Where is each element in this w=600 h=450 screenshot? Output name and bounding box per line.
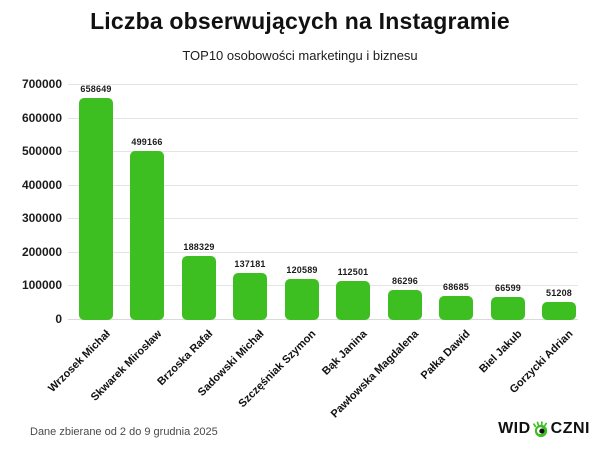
y-axis-tick-label: 200000 (21, 245, 62, 259)
y-axis-tick-label: 100000 (21, 278, 62, 292)
logo-text-left: WID (498, 420, 531, 437)
bar (182, 256, 216, 320)
x-axis-tick-label: Pawłowska Magdalena (328, 328, 422, 421)
bar-value-label: 112501 (337, 267, 369, 277)
bar-value-label: 188329 (183, 242, 215, 252)
bar (491, 297, 525, 320)
bar-value-label: 66599 (494, 283, 522, 293)
y-axis-tick-label: 300000 (21, 211, 62, 225)
bar (285, 279, 319, 320)
gridline (68, 84, 578, 85)
bar-value-label: 658649 (80, 84, 112, 94)
gridline (68, 218, 578, 219)
data-collection-note: Dane zbierane od 2 do 9 grudnia 2025 (30, 426, 218, 438)
bar (439, 296, 473, 320)
bar (233, 273, 267, 320)
gridline (68, 118, 578, 119)
bar-value-label: 86296 (391, 276, 419, 286)
x-axis-tick-label: Biel Jakub (476, 328, 525, 376)
gridline (68, 285, 578, 286)
bar-value-label: 68685 (442, 282, 470, 292)
y-axis-tick-label: 700000 (21, 77, 62, 91)
bar (79, 98, 113, 320)
gridline (68, 185, 578, 186)
x-axis-tick-label: Bąk Janina (320, 328, 370, 378)
bar (542, 302, 576, 320)
chart-subtitle: TOP10 osobowości marketingu i biznesu (182, 48, 418, 63)
logo-text-right: CZNI (550, 420, 590, 437)
gridline (68, 151, 578, 152)
chart-title: Liczba obserwujących na Instagramie (90, 8, 510, 34)
y-axis-tick-label: 500000 (21, 144, 62, 158)
eye-icon (532, 421, 547, 438)
bar (388, 290, 422, 320)
bar-value-label: 120589 (286, 265, 318, 275)
y-axis-tick-label: 0 (55, 312, 62, 326)
gridline (68, 319, 578, 320)
gridline (68, 252, 578, 253)
y-axis-tick-label: 600000 (21, 111, 62, 125)
x-axis-tick-label: Pałka Dawid (418, 328, 473, 382)
y-axis-tick-label: 400000 (21, 178, 62, 192)
bar (130, 151, 164, 320)
bar-value-label: 137181 (234, 259, 266, 269)
widoczni-logo: WID CZNI (498, 420, 590, 438)
bar (336, 281, 370, 320)
bar-value-label: 499166 (131, 137, 163, 147)
bar-value-label: 51208 (545, 288, 573, 298)
